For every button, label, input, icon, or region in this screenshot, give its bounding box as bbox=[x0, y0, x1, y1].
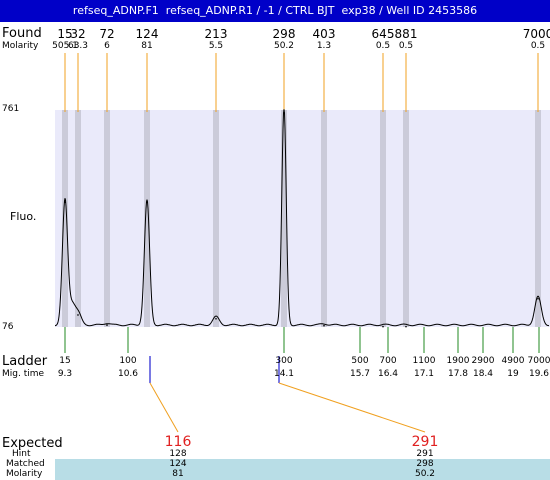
found-molarity-label: 6 bbox=[104, 41, 110, 51]
ladder-size-label: 700 bbox=[379, 356, 397, 366]
peak-marker-band bbox=[321, 110, 327, 327]
peak-point bbox=[382, 325, 384, 328]
y-tick-top: 761 bbox=[2, 104, 20, 114]
ladder-size-label: 1900 bbox=[446, 356, 470, 366]
found-size-label: 72 bbox=[99, 27, 115, 41]
ladder-size-label: 1100 bbox=[412, 356, 436, 366]
found-size-label: 7000 bbox=[522, 27, 550, 41]
matched-band bbox=[55, 459, 550, 480]
ladder-label: Ladder bbox=[2, 354, 48, 369]
found-molarity-label: 81 bbox=[141, 41, 153, 51]
expected-connector-line bbox=[149, 382, 179, 433]
expected-connector-line bbox=[278, 382, 426, 433]
ladder-size-label: 15 bbox=[59, 356, 71, 366]
found-size-label: 645 bbox=[371, 27, 395, 41]
matched-label: Matched bbox=[6, 459, 45, 469]
peak-point bbox=[405, 325, 407, 328]
ladder-mig-time-label: 19.6 bbox=[528, 369, 550, 379]
peak-marker-band bbox=[75, 110, 81, 327]
plot-area bbox=[55, 110, 550, 327]
found-label: Found bbox=[2, 26, 42, 41]
ladder-mig-time-label: 18.4 bbox=[472, 369, 494, 379]
matched-size-label: 124 bbox=[169, 459, 187, 469]
y-tick-bottom: 76 bbox=[2, 322, 14, 332]
ladder-mig-time-label: 17.8 bbox=[447, 369, 469, 379]
matched-size-label: 298 bbox=[416, 459, 434, 469]
hint-label: Hint bbox=[12, 449, 31, 459]
found-size-label: 881 bbox=[394, 27, 418, 41]
found-size-label: 403 bbox=[312, 27, 336, 41]
peak-point bbox=[323, 324, 325, 327]
expected-label: Expected bbox=[2, 436, 63, 451]
found-molarity-label: 5.5 bbox=[208, 41, 224, 51]
ladder-size-label: 300 bbox=[275, 356, 293, 366]
peak-marker-band bbox=[144, 110, 150, 327]
peak-point bbox=[537, 298, 539, 300]
found-molarity-label: 0.5 bbox=[530, 41, 546, 51]
fluo-label: Fluo. bbox=[10, 210, 37, 223]
hint-size-label: 128 bbox=[169, 449, 187, 459]
found-molarity-label: 0.5 bbox=[375, 41, 391, 51]
peak-marker-band bbox=[535, 110, 541, 327]
ladder-size-label: 7000 bbox=[527, 356, 550, 366]
peak-marker-band bbox=[281, 110, 287, 327]
hint-size-label: 291 bbox=[416, 449, 434, 459]
peak-point bbox=[215, 317, 217, 320]
found-molarity-label: 505.1 bbox=[52, 41, 78, 51]
found-molarity-label: 0.5 bbox=[398, 41, 414, 51]
ladder-mig-time-label: 16.4 bbox=[377, 369, 399, 379]
chart-title-bar: refseq_ADNP.F1 refseq_ADNP.R1 / -1 / CTR… bbox=[0, 0, 550, 22]
found-size-label: 298 bbox=[272, 27, 296, 41]
found-size-label: 124 bbox=[135, 27, 159, 41]
expected-size-label: 116 bbox=[164, 434, 192, 450]
found-size-label: 32 bbox=[70, 27, 86, 41]
ladder-mig-time-label: 14.1 bbox=[273, 369, 295, 379]
peak-marker-band bbox=[403, 110, 409, 327]
expected-size-label: 291 bbox=[411, 434, 439, 450]
ladder-mig-time-label: 9.3 bbox=[57, 369, 73, 379]
found-molarity-label: 50.2 bbox=[273, 41, 295, 51]
mig-time-label: Mig. time bbox=[2, 369, 45, 379]
molarity-label: Molarity bbox=[2, 41, 39, 51]
found-size-label: 213 bbox=[204, 27, 228, 41]
ladder-size-label: 500 bbox=[351, 356, 369, 366]
peak-marker-band bbox=[213, 110, 219, 327]
found-molarity-label: 1.3 bbox=[316, 41, 332, 51]
peak-point bbox=[106, 324, 108, 326]
expected-molarity-label: 50.2 bbox=[414, 469, 436, 479]
ladder-mig-time-label: 10.6 bbox=[117, 369, 139, 379]
expected-molarity-label: 81 bbox=[172, 469, 184, 479]
found-molarity-label: 63.3 bbox=[67, 41, 89, 51]
found-size-label: 15 bbox=[57, 27, 73, 41]
peak-marker-band bbox=[104, 110, 110, 327]
peak-point bbox=[77, 314, 79, 316]
ladder-mig-time-label: 15.7 bbox=[349, 369, 371, 379]
fluorescence-trace bbox=[55, 109, 549, 327]
peak-marker-band bbox=[380, 110, 386, 327]
ladder-size-label: 4900 bbox=[501, 356, 525, 366]
peak-marker-band bbox=[62, 110, 68, 327]
ladder-mig-time-label: 17.1 bbox=[413, 369, 435, 379]
molarity-bottom-label: Molarity bbox=[6, 469, 43, 479]
ladder-size-label: 2900 bbox=[471, 356, 495, 366]
ladder-mig-time-label: 19 bbox=[507, 369, 519, 379]
ladder-size-label: 100 bbox=[119, 356, 137, 366]
